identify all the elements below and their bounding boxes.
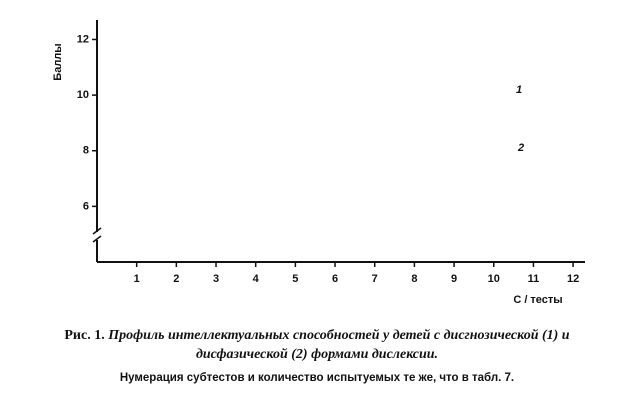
y-tick-label: 12 [77,33,89,45]
x-tick-label: 10 [488,273,500,285]
series-label: 2 [517,142,524,154]
x-tick-label: 12 [567,273,579,285]
caption-text: Профиль интеллектуальных способностей у … [108,328,570,362]
y-tick-label: 6 [83,200,89,212]
axis-break [92,235,102,243]
axis-break [92,227,102,235]
caption-label: Рис. 1. [64,328,105,343]
y-tick-label: 8 [83,145,89,157]
y-axis-label: Баллы [52,43,64,80]
x-tick-label: 2 [173,273,179,285]
x-tick-label: 8 [411,273,417,285]
x-tick-label: 4 [253,273,260,285]
x-tick-label: 3 [213,273,219,285]
x-tick-label: 5 [292,273,298,285]
x-tick-label: 11 [528,273,540,285]
x-tick-label: 9 [451,273,457,285]
y-tick-label: 10 [77,89,89,101]
series-label: 1 [516,84,522,96]
caption: Рис. 1. Профиль интеллектуальных способн… [26,326,608,364]
x-tick-label: 7 [372,273,378,285]
note: Нумерация субтестов и количество испытуе… [119,372,515,384]
x-tick-label: 1 [134,273,140,285]
x-tick-label: 6 [332,273,338,285]
x-axis-label: С / тесты [513,294,562,306]
